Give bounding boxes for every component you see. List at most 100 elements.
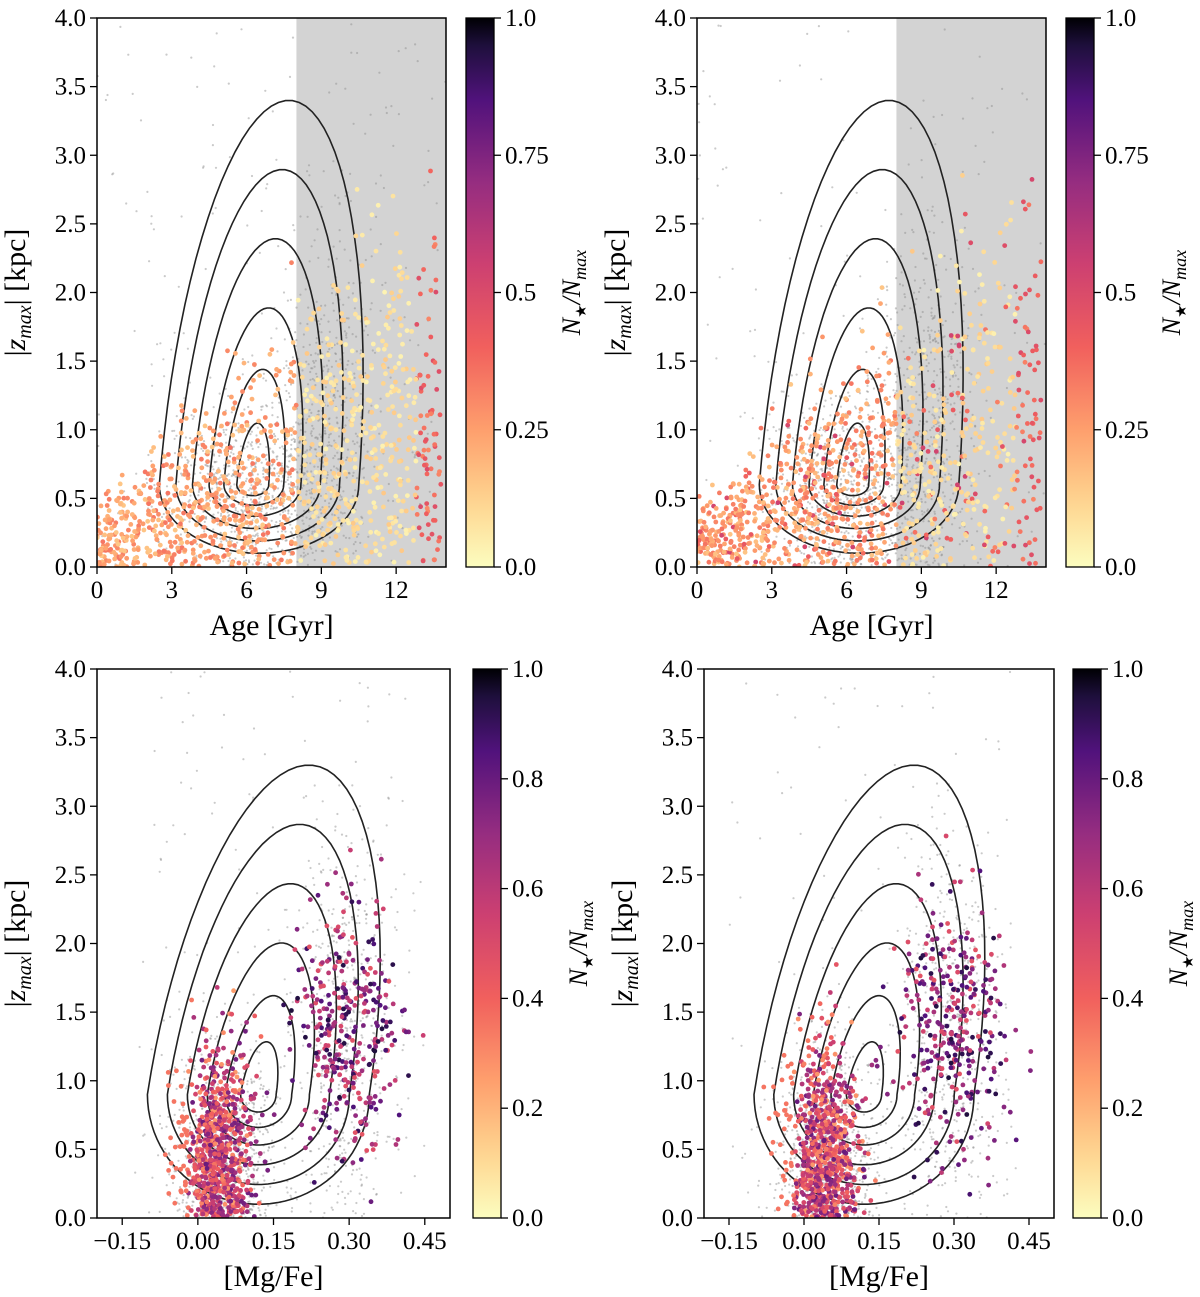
background-point bbox=[829, 397, 833, 400]
background-point bbox=[787, 500, 790, 503]
colored-point bbox=[801, 537, 807, 542]
background-point bbox=[847, 487, 850, 490]
colored-point bbox=[240, 551, 246, 557]
colored-point bbox=[704, 536, 710, 542]
background-point bbox=[938, 425, 941, 428]
background-point bbox=[851, 558, 854, 561]
colored-point bbox=[937, 346, 943, 352]
colored-point bbox=[327, 372, 333, 377]
colored-point bbox=[106, 536, 112, 542]
background-point bbox=[831, 186, 834, 189]
background-point bbox=[318, 394, 321, 397]
background-point bbox=[950, 357, 953, 360]
background-point bbox=[397, 113, 400, 116]
background-point bbox=[247, 117, 250, 120]
colored-point bbox=[406, 393, 412, 399]
background-point bbox=[930, 209, 934, 212]
background-point bbox=[864, 443, 867, 446]
background-point bbox=[257, 446, 260, 449]
colored-point bbox=[233, 490, 239, 495]
colored-point bbox=[435, 547, 440, 552]
background-point bbox=[335, 360, 338, 363]
colored-point bbox=[346, 520, 351, 526]
colored-point bbox=[792, 520, 798, 526]
background-point bbox=[364, 325, 367, 328]
background-point bbox=[850, 561, 853, 564]
background-point bbox=[918, 552, 922, 555]
background-point bbox=[847, 391, 850, 394]
colored-point bbox=[221, 535, 227, 541]
colored-point bbox=[330, 388, 336, 394]
background-point bbox=[202, 440, 206, 443]
background-point bbox=[314, 549, 318, 552]
background-point bbox=[805, 482, 808, 485]
background-point bbox=[314, 436, 317, 439]
background-point bbox=[944, 480, 947, 483]
colored-point bbox=[842, 462, 848, 467]
background-point bbox=[241, 510, 244, 513]
colored-point bbox=[308, 393, 314, 399]
colored-point bbox=[716, 538, 721, 544]
background-point bbox=[165, 485, 169, 488]
colored-point bbox=[433, 289, 439, 295]
background-point bbox=[411, 451, 414, 454]
background-point bbox=[268, 547, 271, 550]
colored-point bbox=[837, 454, 843, 460]
colored-point bbox=[1012, 486, 1017, 492]
background-point bbox=[260, 312, 263, 315]
background-point bbox=[349, 172, 352, 175]
colored-point bbox=[351, 383, 357, 389]
background-point bbox=[944, 319, 947, 323]
background-point bbox=[961, 266, 964, 269]
background-point bbox=[291, 356, 294, 359]
colored-point bbox=[955, 288, 960, 294]
colored-point bbox=[985, 356, 990, 361]
colored-point bbox=[412, 492, 418, 498]
colored-point bbox=[386, 407, 391, 412]
background-point bbox=[196, 85, 199, 88]
background-point bbox=[933, 316, 936, 319]
background-point bbox=[916, 341, 919, 344]
colored-point bbox=[270, 471, 276, 477]
background-point bbox=[316, 228, 319, 231]
background-point bbox=[379, 410, 382, 413]
background-point bbox=[894, 428, 897, 431]
colored-point bbox=[743, 473, 749, 479]
background-point bbox=[878, 356, 881, 359]
colored-point bbox=[256, 537, 262, 542]
colored-point bbox=[197, 482, 202, 488]
colored-point bbox=[1025, 329, 1031, 335]
background-point bbox=[302, 471, 305, 475]
background-point bbox=[767, 360, 770, 363]
background-point bbox=[971, 413, 974, 416]
background-point bbox=[329, 497, 332, 500]
colored-point bbox=[926, 479, 932, 485]
background-point bbox=[261, 405, 264, 408]
background-point bbox=[177, 480, 180, 483]
colored-point bbox=[247, 454, 252, 459]
colored-point bbox=[853, 428, 859, 434]
background-point bbox=[285, 399, 288, 402]
colored-point bbox=[977, 301, 983, 307]
background-point bbox=[906, 417, 909, 420]
colored-point bbox=[335, 552, 341, 558]
background-point bbox=[211, 487, 214, 490]
colored-point bbox=[170, 508, 176, 514]
colored-point bbox=[274, 367, 279, 372]
colored-point bbox=[236, 560, 242, 566]
colored-point bbox=[224, 504, 229, 510]
background-point bbox=[908, 428, 911, 431]
colored-point bbox=[387, 310, 393, 315]
background-point bbox=[933, 388, 937, 391]
colored-point bbox=[809, 486, 815, 492]
background-point bbox=[347, 296, 350, 299]
colored-point bbox=[352, 297, 358, 303]
background-point bbox=[933, 358, 936, 361]
background-point bbox=[933, 512, 937, 515]
colored-point bbox=[741, 541, 747, 547]
background-point bbox=[270, 337, 273, 340]
colored-point bbox=[964, 408, 970, 414]
background-point bbox=[150, 505, 153, 508]
background-point bbox=[820, 225, 823, 228]
colored-point bbox=[157, 542, 163, 548]
